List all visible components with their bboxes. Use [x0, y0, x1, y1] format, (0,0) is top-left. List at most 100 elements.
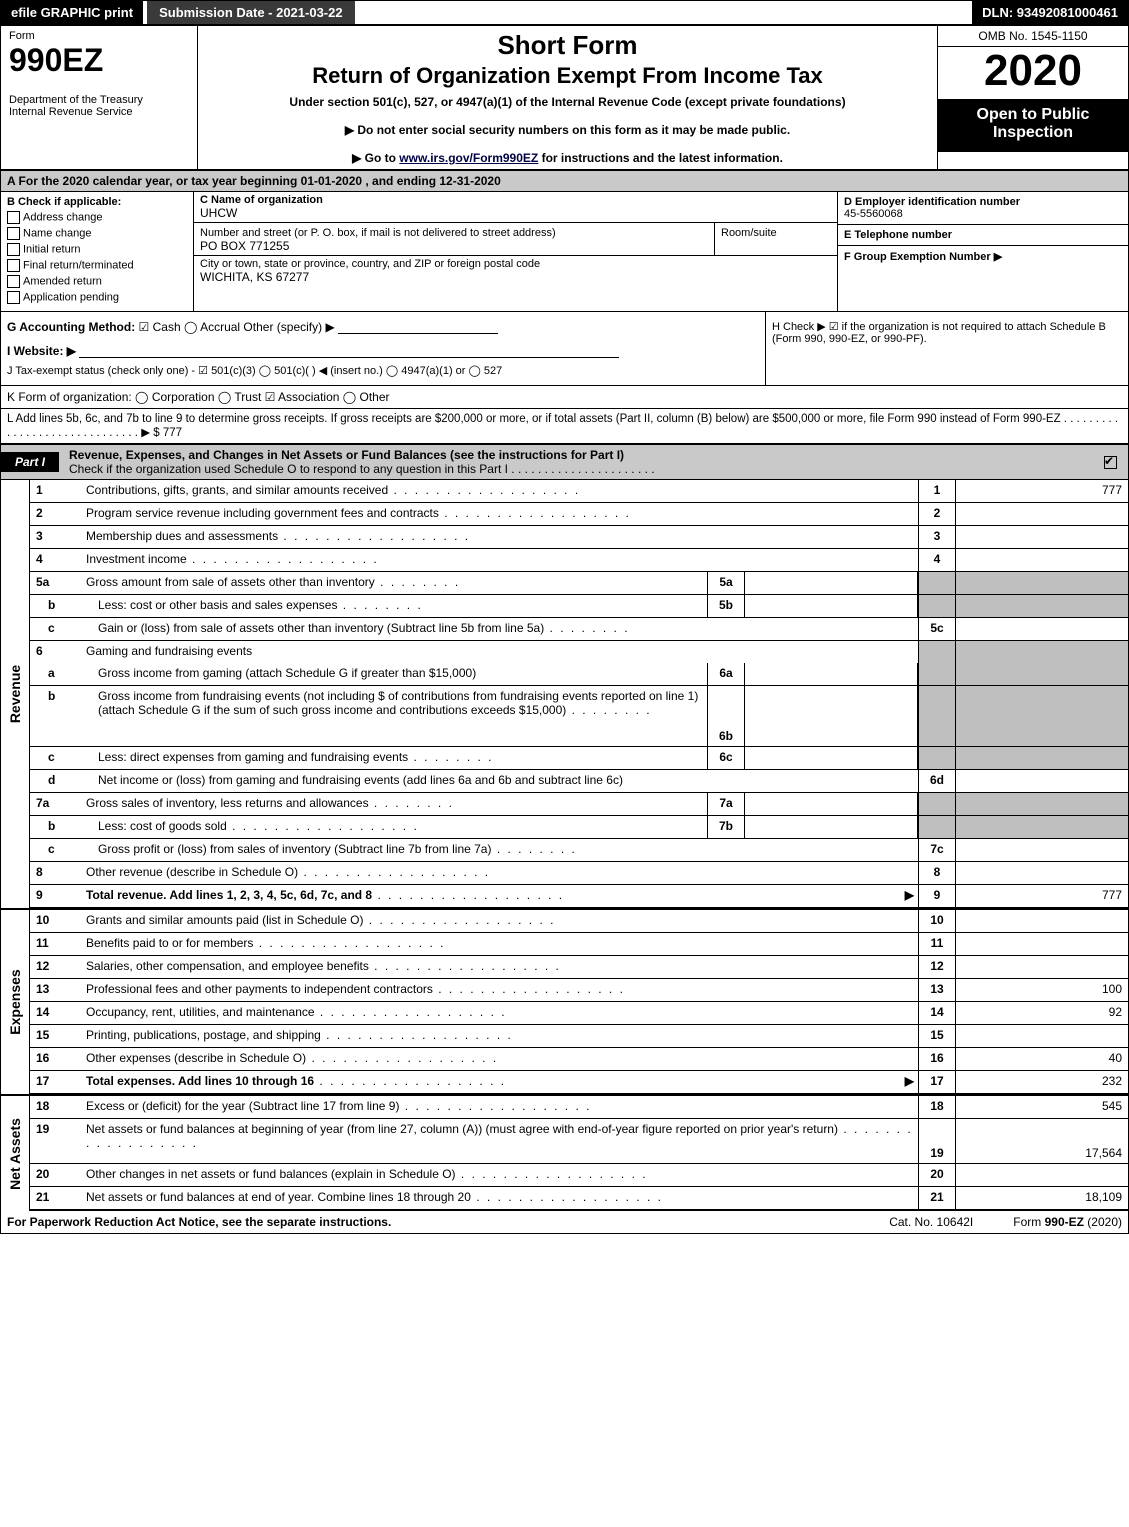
line-19: 19 Net assets or fund balances at beginn… [30, 1119, 1128, 1164]
line-6c-rnum [918, 747, 956, 769]
line-12: 12 Salaries, other compensation, and emp… [30, 956, 1128, 979]
line-12-desc: Salaries, other compensation, and employ… [82, 956, 918, 978]
line-11-value [956, 933, 1128, 955]
part-1-subtitle: Check if the organization used Schedule … [69, 462, 655, 476]
revenue-side-label: Revenue [1, 480, 30, 908]
chk-address-change[interactable]: Address change [7, 211, 187, 224]
line-4-num: 4 [30, 549, 82, 571]
net-assets-section: Net Assets 18 Excess or (deficit) for th… [1, 1094, 1128, 1211]
chk-amended-return-label: Amended return [23, 275, 102, 287]
line-12-value [956, 956, 1128, 978]
chk-amended-return[interactable]: Amended return [7, 275, 187, 288]
net-assets-side-label: Net Assets [1, 1096, 30, 1211]
line-7a-rnum [918, 793, 956, 815]
line-11-rnum: 11 [918, 933, 956, 955]
efile-button[interactable]: efile GRAPHIC print [1, 1, 143, 24]
chk-name-change[interactable]: Name change [7, 227, 187, 240]
ein-value: 45-5560068 [844, 208, 903, 220]
line-16-num: 16 [30, 1048, 82, 1070]
row-h: H Check ▶ ☑ if the organization is not r… [765, 312, 1128, 385]
line-3-num: 3 [30, 526, 82, 548]
form-word: Form [9, 30, 189, 42]
website-row: I Website: ▶ [7, 344, 759, 358]
part-1-check[interactable] [1104, 455, 1128, 469]
line-12-num: 12 [30, 956, 82, 978]
line-14-desc: Occupancy, rent, utilities, and maintena… [82, 1002, 918, 1024]
irs-link[interactable]: www.irs.gov/Form990EZ [399, 151, 538, 165]
line-3: 3 Membership dues and assessments 3 [30, 526, 1128, 549]
line-4-rnum: 4 [918, 549, 956, 571]
line-15-value [956, 1025, 1128, 1047]
line-6b-rnum [918, 686, 956, 746]
city-value: WICHITA, KS 67277 [200, 270, 309, 284]
net-assets-lines: 18 Excess or (deficit) for the year (Sub… [30, 1096, 1128, 1211]
line-7c: c Gross profit or (loss) from sales of i… [30, 839, 1128, 862]
line-6c-num: c [30, 747, 94, 769]
line-9-num: 9 [30, 885, 82, 907]
line-5a-mid: 5a [707, 572, 745, 594]
line-21-value: 18,109 [956, 1187, 1128, 1209]
line-7b-num: b [30, 816, 94, 838]
line-7a: 7a Gross sales of inventory, less return… [30, 793, 1128, 816]
info-block: B Check if applicable: Address change Na… [1, 192, 1128, 312]
line-8-num: 8 [30, 862, 82, 884]
footer-left: For Paperwork Reduction Act Notice, see … [7, 1215, 849, 1229]
line-6a-rnum [918, 663, 956, 685]
line-5b-value [956, 595, 1128, 617]
line-6a-mid: 6a [707, 663, 745, 685]
page-footer: For Paperwork Reduction Act Notice, see … [1, 1211, 1128, 1233]
line-6b-desc: Gross income from fundraising events (no… [94, 686, 707, 746]
line-17: 17 Total expenses. Add lines 10 through … [30, 1071, 1128, 1094]
chk-application-pending-label: Application pending [23, 291, 119, 303]
line-11: 11 Benefits paid to or for members 11 [30, 933, 1128, 956]
line-20: 20 Other changes in net assets or fund b… [30, 1164, 1128, 1187]
form-title: Return of Organization Exempt From Incom… [208, 63, 927, 89]
line-7c-value [956, 839, 1128, 861]
line-13-desc: Professional fees and other payments to … [82, 979, 918, 1001]
line-5c-rnum: 5c [918, 618, 956, 640]
line-10-desc: Grants and similar amounts paid (list in… [82, 910, 918, 932]
line-18-value: 545 [956, 1096, 1128, 1118]
line-4: 4 Investment income 4 [30, 549, 1128, 572]
line-8: 8 Other revenue (describe in Schedule O)… [30, 862, 1128, 885]
part-1-header: Part I Revenue, Expenses, and Changes in… [1, 444, 1128, 480]
revenue-lines: 1 Contributions, gifts, grants, and simi… [30, 480, 1128, 908]
line-6d-desc: Net income or (loss) from gaming and fun… [94, 770, 918, 792]
line-5c-num: c [30, 618, 94, 640]
line-5c-value [956, 618, 1128, 640]
chk-initial-return[interactable]: Initial return [7, 243, 187, 256]
line-9-rnum: 9 [918, 885, 956, 907]
line-1-value: 777 [956, 480, 1128, 502]
line-11-num: 11 [30, 933, 82, 955]
line-6-num: 6 [30, 641, 82, 663]
line-15-desc: Printing, publications, postage, and shi… [82, 1025, 918, 1047]
line-6a-value [956, 663, 1128, 685]
line-5b-num: b [30, 595, 94, 617]
omb-number: OMB No. 1545-1150 [938, 26, 1128, 47]
line-17-arrow-icon: ▶ [901, 1071, 918, 1093]
accounting-other-field[interactable] [338, 333, 498, 334]
line-1-desc: Contributions, gifts, grants, and simila… [82, 480, 918, 502]
line-18-rnum: 18 [918, 1096, 956, 1118]
form-header: Form 990EZ Department of the Treasury In… [1, 26, 1128, 171]
website-field[interactable] [79, 357, 619, 358]
line-21-num: 21 [30, 1187, 82, 1209]
chk-application-pending[interactable]: Application pending [7, 291, 187, 304]
submission-date-button[interactable]: Submission Date - 2021-03-22 [147, 1, 355, 24]
city-label: City or town, state or province, country… [200, 258, 540, 270]
line-8-value [956, 862, 1128, 884]
header-right: OMB No. 1545-1150 2020 Open to Public In… [937, 26, 1128, 169]
line-9-desc: Total revenue. Add lines 1, 2, 3, 4, 5c,… [82, 885, 901, 907]
line-17-desc: Total expenses. Add lines 10 through 16 [82, 1071, 901, 1093]
line-2-value [956, 503, 1128, 525]
org-name: UHCW [200, 206, 237, 220]
row-l: L Add lines 5b, 6c, and 7b to line 9 to … [1, 409, 1128, 444]
line-15-num: 15 [30, 1025, 82, 1047]
line-5b-midval [745, 595, 918, 617]
line-5b-mid: 5b [707, 595, 745, 617]
line-6-rnum [918, 641, 956, 663]
box-c: C Name of organization UHCW Number and s… [194, 192, 838, 311]
note-goto: ▶ Go to www.irs.gov/Form990EZ for instru… [208, 151, 927, 165]
chk-final-return[interactable]: Final return/terminated [7, 259, 187, 272]
line-15-rnum: 15 [918, 1025, 956, 1047]
